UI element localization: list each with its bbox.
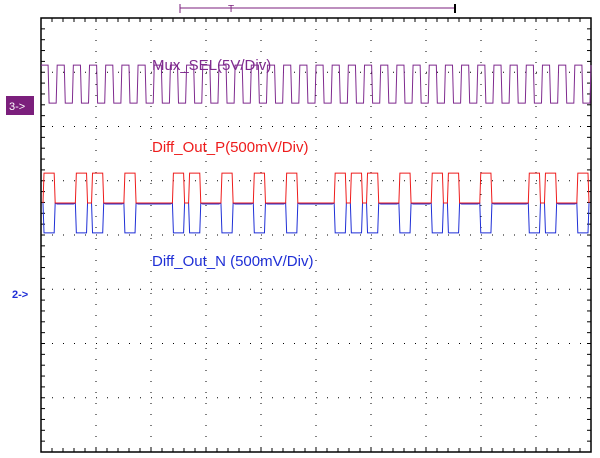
trigger-label: T <box>228 4 234 15</box>
legend-diff-out-n: Diff_Out_N (500mV/Div) <box>152 253 313 270</box>
legend-mux-sel: Mux_SEL(5V/Div) <box>152 57 271 74</box>
waveform-diff-out-p <box>42 172 590 204</box>
channel3-marker-label: 3-> <box>9 101 25 113</box>
legend-diff-out-p: Diff_Out_P(500mV/Div) <box>152 139 308 156</box>
channel2-marker: 2-> <box>12 289 28 301</box>
grid <box>40 17 592 453</box>
waveform-diff-out-n <box>42 202 590 234</box>
channel3-marker: 3-> <box>6 96 34 115</box>
trigger-window: T <box>179 4 456 15</box>
waveform-mux-sel <box>41 64 592 104</box>
